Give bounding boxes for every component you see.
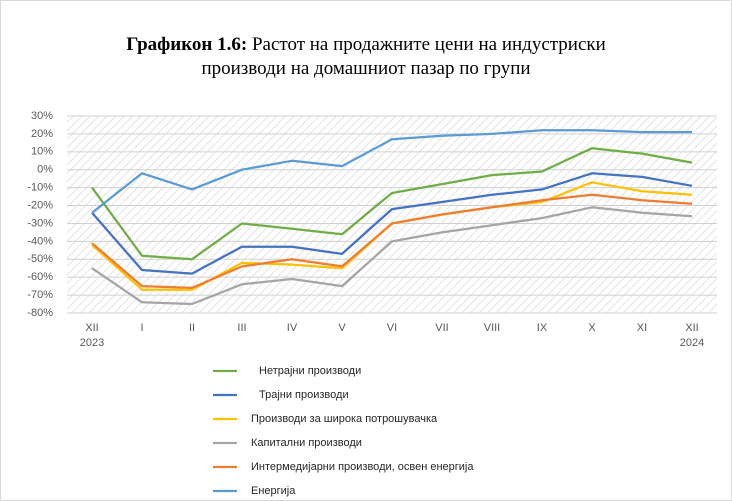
x-tick-label: V (338, 322, 346, 334)
x-tick-label: II (188, 322, 196, 334)
y-tick-label: -30% (27, 217, 53, 229)
series-line (91, 172, 693, 275)
y-tick-label: -80% (27, 307, 53, 319)
series-line (91, 147, 693, 261)
legend-label: Капитални производи (251, 437, 362, 449)
x-tick-label: IV (286, 322, 298, 334)
legend-label: Интермедијарни производи, освен енергија (251, 461, 474, 473)
y-tick-label: 20% (31, 128, 53, 140)
y-tick-label: 10% (31, 146, 53, 158)
x-tick-label: VI (386, 322, 398, 334)
y-tick-label: -60% (27, 271, 53, 283)
title-label: Графикон 1.6: (126, 34, 248, 55)
x-tick-label: X (588, 322, 596, 334)
legend-label: Нетрајни производи (259, 365, 361, 377)
y-tick-label: -20% (27, 199, 53, 211)
y-tick-label: -70% (27, 289, 53, 301)
y-tick-label: 30% (31, 110, 53, 122)
x-tick-label: XII 2024 (679, 322, 705, 349)
legend-label: Производи за широка потрошувачка (251, 413, 438, 425)
chart-title-block: Графикон 1.6: Растот на продажните цени … (1, 33, 731, 81)
x-tick-label: VII (435, 322, 449, 334)
series-line (91, 129, 692, 214)
y-tick-label: -10% (27, 182, 53, 194)
chart-title: Растот на продажните цени на индустриски… (201, 34, 606, 79)
y-tick-label: -50% (27, 253, 53, 265)
x-tick-label: I (140, 322, 144, 334)
x-tick-label: IX (536, 322, 548, 334)
x-tick-label: VIII (483, 322, 501, 334)
title-wrap: Графикон 1.6: Растот на продажните цени … (96, 33, 636, 81)
legend-label: Енергија (251, 485, 296, 497)
x-tick-label: XII 2023 (79, 322, 105, 349)
series-line (91, 193, 693, 290)
y-tick-label: -40% (27, 235, 53, 247)
x-tick-label: III (237, 322, 247, 334)
series-line (91, 206, 693, 306)
legend-label: Трајни производи (259, 389, 349, 401)
plot-background (67, 116, 717, 313)
y-tick-label: 0% (37, 164, 53, 176)
x-tick-label: XI (636, 322, 648, 334)
